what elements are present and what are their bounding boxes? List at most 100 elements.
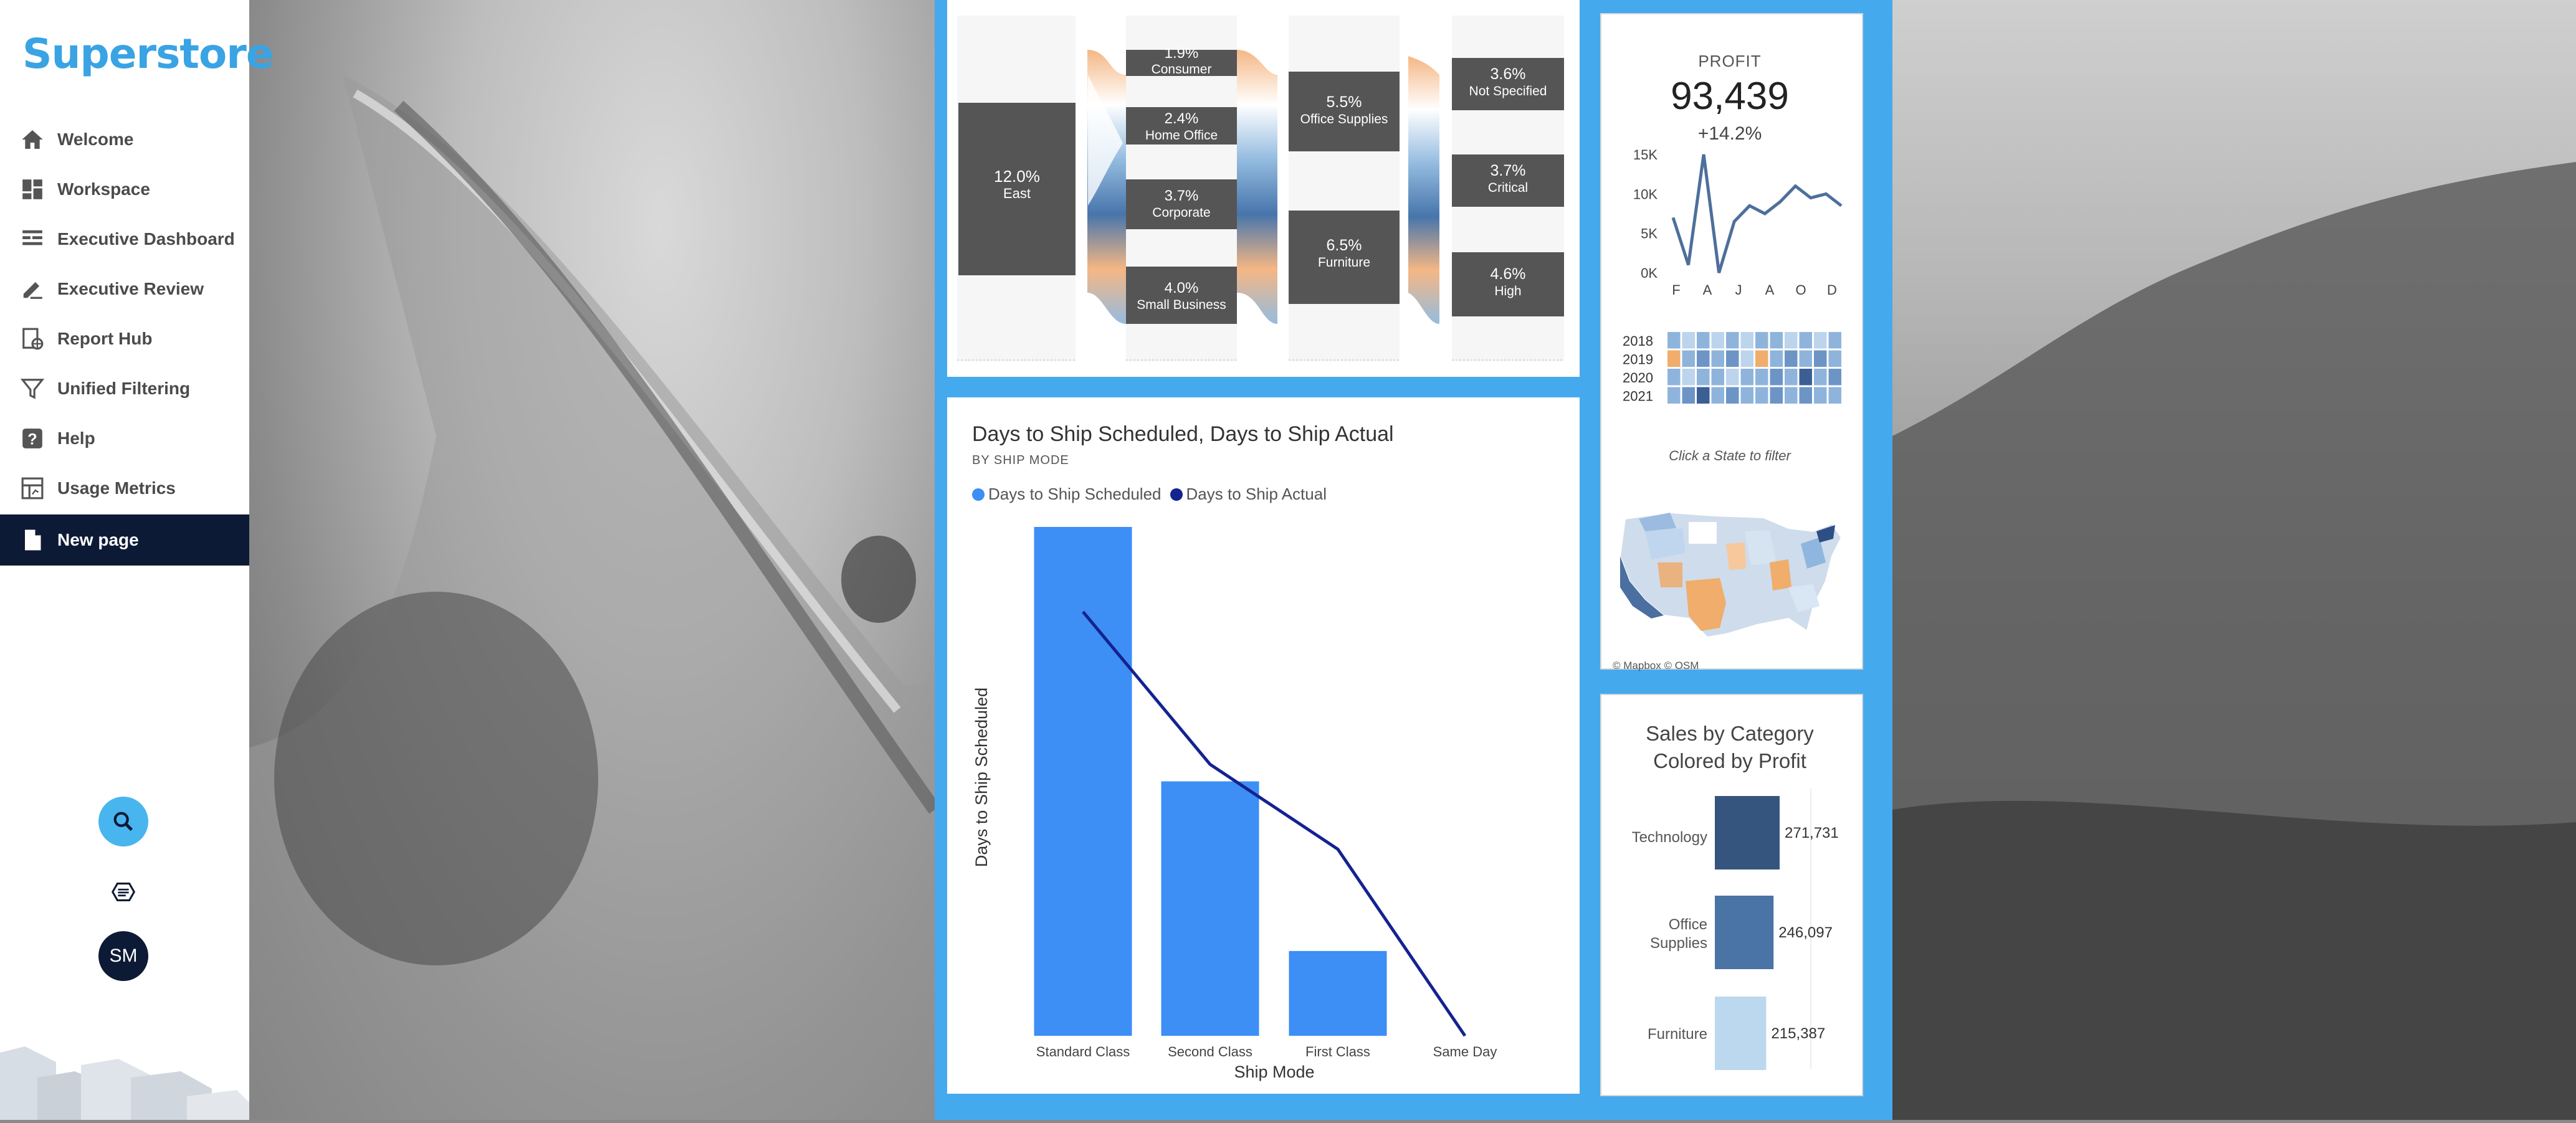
sidebar-item-unified-filtering[interactable]: Unified Filtering [0,364,249,414]
heatmap-cell[interactable] [1697,387,1710,404]
sidebar-item-usage-metrics[interactable]: Usage Metrics [0,463,249,513]
heatmap-year-label: 2021 [1623,389,1653,404]
sankey-node-name: Critical [1488,181,1528,195]
sankey-panel: 12.0% East 1.9% Consumer 2.4% Home Offic… [947,0,1580,377]
profit-kpi-change: +14.2% [1697,123,1762,144]
profit-ytick-label: 15K [1633,147,1658,163]
sidebar-item-label: Report Hub [57,329,153,348]
sankey-node-pct: 6.5% [1327,237,1362,254]
superstore-logo[interactable]: Superstore [22,30,274,78]
comments-button[interactable] [98,867,148,917]
heatmap-cell[interactable] [1740,387,1754,404]
heatmap-cell[interactable] [1755,387,1768,404]
heatmap-cell[interactable] [1740,350,1754,367]
sidebar-item-executive-review[interactable]: Executive Review [0,264,249,314]
heatmap-cell[interactable] [1711,350,1725,367]
sidebar-item-new-page[interactable]: New page [0,514,249,566]
heatmap-cell[interactable] [1814,350,1827,367]
sankey-node-priority[interactable] [1452,154,1564,207]
heatmap-cell[interactable] [1799,369,1813,386]
heatmap-cell[interactable] [1667,387,1681,404]
heatmap-cell[interactable] [1770,332,1783,349]
sankey-node-segment[interactable] [1126,179,1237,229]
bar-standard-class[interactable] [1034,527,1132,1036]
category-bar-technology[interactable] [1715,796,1780,869]
sankey-node-name: High [1494,284,1521,298]
heatmap-cell[interactable] [1726,387,1739,404]
heatmap-cell[interactable] [1740,332,1754,349]
heatmap-cell[interactable] [1799,332,1813,349]
heatmap-cell[interactable] [1770,350,1783,367]
ship-chart-plot: Days to Ship Scheduled Ship Mode Standar… [972,527,1497,1081]
heatmap-cell[interactable] [1697,332,1710,349]
heatmap-cell[interactable] [1667,350,1681,367]
heatmap-cell[interactable] [1785,369,1798,386]
heatmap-cell[interactable] [1682,350,1696,367]
sankey-node-priority[interactable] [1452,58,1564,110]
heatmap-cell[interactable] [1785,350,1798,367]
heatmap-cell[interactable] [1667,369,1681,386]
heatmap-cell[interactable] [1711,369,1725,386]
user-avatar[interactable]: SM [98,931,148,981]
report-hub-icon [19,325,46,353]
heatmap-cell[interactable] [1755,350,1768,367]
heatmap-cell[interactable] [1828,369,1842,386]
heatmap-cell[interactable] [1799,350,1813,367]
heatmap-cell[interactable] [1711,387,1725,404]
sankey-node-name: Office Supplies [1300,112,1388,126]
sidebar-item-label: Usage Metrics [57,478,176,498]
heatmap-cell[interactable] [1726,332,1739,349]
sankey-node-name: Not Specified [1469,84,1547,98]
us-state-map[interactable] [1601,494,1858,643]
legend-item-actual[interactable]: Days to Ship Actual [1170,485,1327,504]
heatmap-cell[interactable] [1755,369,1768,386]
sidebar-item-label: Executive Dashboard [57,229,235,249]
heatmap-cell[interactable] [1828,387,1842,404]
legend-item-scheduled[interactable]: Days to Ship Scheduled [972,485,1162,504]
sidebar-item-report-hub[interactable]: Report Hub [0,314,249,364]
heatmap-cell[interactable] [1814,369,1827,386]
sidebar-item-label: Unified Filtering [57,379,191,398]
heatmap-cell[interactable] [1697,350,1710,367]
sidebar-item-welcome[interactable]: Welcome [0,115,249,164]
sidebar-item-help[interactable]: ? Help [0,414,249,463]
sankey-node-pct: 3.7% [1491,162,1526,179]
bar-second-class[interactable] [1161,781,1259,1036]
sankey-node-pct: 3.7% [1165,187,1199,204]
heatmap-cell[interactable] [1726,350,1739,367]
heatmap-cell[interactable] [1785,387,1798,404]
sankey-node-category[interactable] [1289,211,1400,304]
category-bar-furniture[interactable] [1715,997,1767,1070]
category-bar-office-supplies[interactable] [1715,896,1774,969]
sankey-node-name: Consumer [1152,62,1212,77]
sankey-node-segment[interactable] [1126,50,1237,76]
heatmap-cell[interactable] [1814,387,1827,404]
sankey-node-priority[interactable] [1452,252,1564,316]
heatmap-cell[interactable] [1740,369,1754,386]
heatmap-cell[interactable] [1697,369,1710,386]
search-button[interactable] [98,797,148,846]
sankey-node-segment[interactable] [1126,267,1237,324]
heatmap-cell[interactable] [1711,332,1725,349]
heatmap-cell[interactable] [1785,332,1798,349]
profit-line [1671,154,1843,273]
heatmap-cell[interactable] [1755,332,1768,349]
heatmap-cell[interactable] [1828,350,1842,367]
profit-xtick-label: F [1672,282,1680,298]
heatmap-cell[interactable] [1770,387,1783,404]
heatmap-cell[interactable] [1726,369,1739,386]
sankey-node-region[interactable] [958,103,1076,275]
heatmap-cell[interactable] [1828,332,1842,349]
heatmap-cell[interactable] [1682,369,1696,386]
heatmap-cell[interactable] [1770,369,1783,386]
heatmap-cell[interactable] [1682,387,1696,404]
sankey-node-segment[interactable] [1126,107,1237,145]
sidebar-item-workspace[interactable]: Workspace [0,164,249,214]
heatmap-cell[interactable] [1667,332,1681,349]
heatmap-cell[interactable] [1682,332,1696,349]
heatmap-cell[interactable] [1814,332,1827,349]
bar-first-class[interactable] [1289,950,1387,1036]
sankey-node-category[interactable] [1289,72,1400,151]
heatmap-cell[interactable] [1799,387,1813,404]
sidebar-item-executive-dashboard[interactable]: Executive Dashboard [0,214,249,264]
